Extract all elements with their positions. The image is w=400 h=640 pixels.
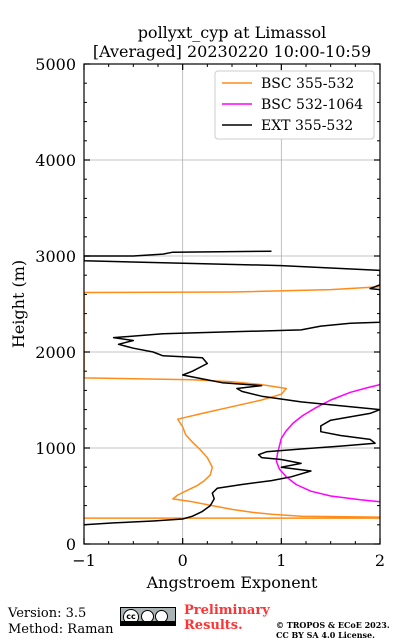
series-line-ext-355-532 xyxy=(84,250,380,526)
y-tick-label: 5000 xyxy=(35,55,76,74)
legend-box xyxy=(214,70,375,140)
series-line-bsc-532-1064 xyxy=(275,383,380,503)
axis-ticks xyxy=(83,63,381,545)
legend-label-ext-355-532: EXT 355-532 xyxy=(261,118,353,134)
preliminary-line1: Preliminary xyxy=(184,603,270,618)
legend: BSC 355-532 BSC 532-1064 EXT 355-532 xyxy=(214,70,375,140)
chart-title: pollyxt_cyp at Limassol xyxy=(138,23,327,42)
series-line-bsc-355-532 xyxy=(84,285,380,519)
x-tick-labels: −1 0 1 2 xyxy=(72,551,385,570)
y-tick-labels: 0 1000 2000 3000 4000 5000 xyxy=(35,55,76,554)
y-tick-label: 4000 xyxy=(35,151,76,170)
footer-info: Version: 3.5 Method: Raman xyxy=(8,606,114,638)
y-axis-label: Height (m) xyxy=(9,260,28,348)
chart-subtitle: [Averaged] 20230220 10:00-10:59 xyxy=(93,42,371,61)
chart: pollyxt_cyp at Limassol [Averaged] 20230… xyxy=(9,23,385,592)
copyright-note: © TROPOS & ECoE 2023. CC BY SA 4.0 Licen… xyxy=(276,620,390,640)
license-badge: cc xyxy=(120,607,176,626)
y-tick-label: 2000 xyxy=(35,343,76,362)
series-lines xyxy=(84,250,380,526)
version-text: Version: 3.5 xyxy=(8,606,87,621)
legend-label-bsc-355-532: BSC 355-532 xyxy=(261,76,354,92)
y-tick-label: 1000 xyxy=(35,439,76,458)
method-text: Method: Raman xyxy=(8,622,114,637)
x-tick-label: −1 xyxy=(72,551,96,570)
legend-label-bsc-532-1064: BSC 532-1064 xyxy=(261,97,363,113)
preliminary-note: Preliminary Results. xyxy=(184,603,270,633)
y-tick-label: 0 xyxy=(66,535,76,554)
preliminary-line2: Results. xyxy=(184,618,243,633)
x-axis-label: Angstroem Exponent xyxy=(146,573,318,592)
x-tick-label: 1 xyxy=(276,551,286,570)
copyright-line1: © TROPOS & ECoE 2023. xyxy=(276,620,390,630)
x-tick-label: 0 xyxy=(178,551,188,570)
copyright-line2: CC BY SA 4.0 License. xyxy=(276,630,375,640)
badge-strip xyxy=(121,621,175,625)
y-tick-label: 3000 xyxy=(35,247,76,266)
x-tick-label: 2 xyxy=(375,551,385,570)
